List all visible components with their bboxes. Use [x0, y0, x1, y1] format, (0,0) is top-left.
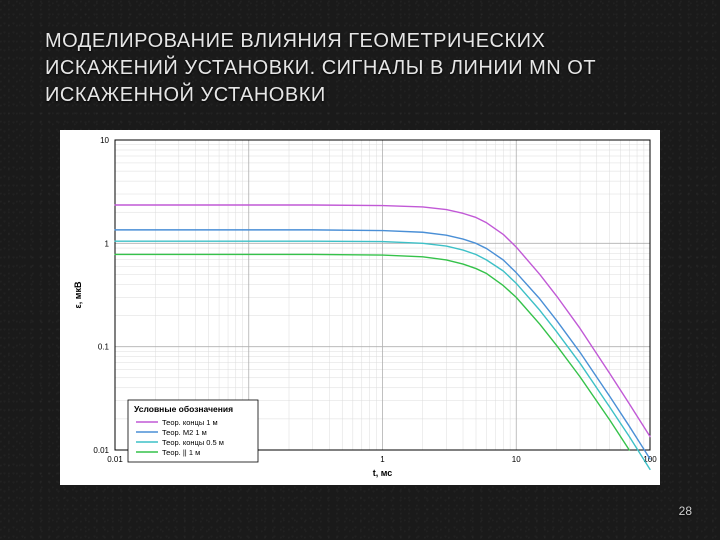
svg-text:10: 10	[100, 136, 109, 145]
svg-text:Теор. || 1 м: Теор. || 1 м	[162, 448, 200, 457]
svg-text:1: 1	[105, 239, 110, 248]
chart-container: 0.010.11101000.010.1110t, мсε, мкВУсловн…	[60, 130, 660, 485]
svg-text:Условные обозначения: Условные обозначения	[134, 404, 233, 414]
slide: МОДЕЛИРОВАНИЕ ВЛИЯНИЯ ГЕОМЕТРИЧЕСКИХ ИСК…	[0, 0, 720, 540]
line-chart: 0.010.11101000.010.1110t, мсε, мкВУсловн…	[60, 130, 660, 485]
slide-title: МОДЕЛИРОВАНИЕ ВЛИЯНИЯ ГЕОМЕТРИЧЕСКИХ ИСК…	[45, 28, 660, 109]
svg-text:Теор. концы 1 м: Теор. концы 1 м	[162, 418, 218, 427]
svg-text:0.01: 0.01	[93, 446, 109, 455]
svg-text:0.1: 0.1	[98, 343, 110, 352]
svg-text:ε, мкВ: ε, мкВ	[73, 281, 83, 308]
svg-text:0.01: 0.01	[107, 455, 123, 464]
page-number: 28	[679, 504, 692, 518]
svg-text:t, мс: t, мс	[373, 468, 393, 478]
svg-text:Теор. M2 1 м: Теор. M2 1 м	[162, 428, 207, 437]
svg-text:1: 1	[380, 455, 385, 464]
svg-text:Теор. концы 0.5 м: Теор. концы 0.5 м	[162, 438, 224, 447]
svg-text:10: 10	[512, 455, 521, 464]
